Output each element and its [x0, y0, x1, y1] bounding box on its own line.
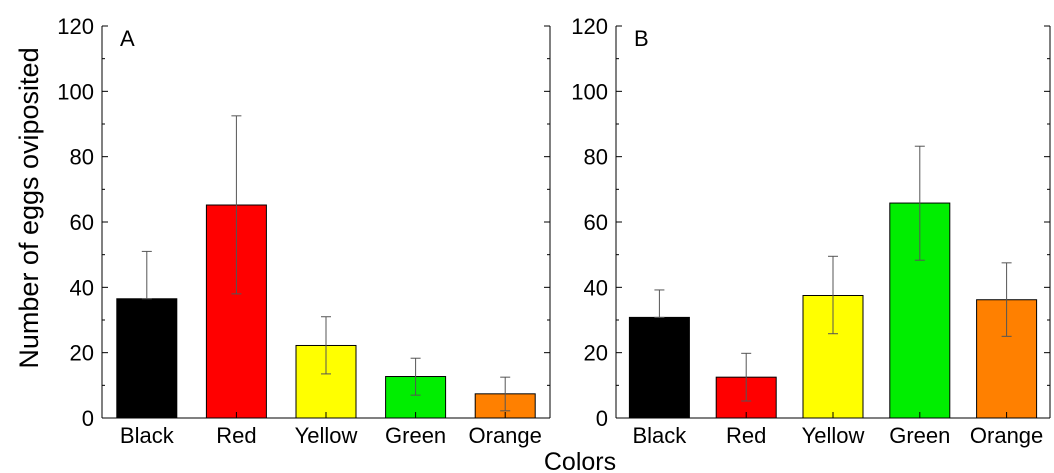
y-tick-label: 80	[70, 145, 94, 170]
x-tick-label: Orange	[970, 423, 1043, 448]
y-tick-label: 40	[70, 275, 94, 300]
x-tick-label: Red	[726, 423, 766, 448]
x-tick-label: Black	[120, 423, 175, 448]
x-tick-label: Green	[385, 423, 446, 448]
bar-black	[628, 316, 690, 419]
x-tick-label: Red	[216, 423, 256, 448]
x-tick-label: Green	[889, 423, 950, 448]
panel-label: B	[634, 26, 649, 51]
y-tick-label: 0	[596, 406, 608, 431]
y-tick-label: 0	[82, 406, 94, 431]
y-tick-label: 80	[584, 145, 608, 170]
x-tick-label: Black	[633, 423, 688, 448]
panel-b: 0 20 40 60 80 100 120 B Black Red Yellow Green Orang…	[571, 14, 1051, 448]
y-tick-label: 100	[57, 79, 94, 104]
bar-red	[205, 204, 267, 419]
x-tick-label: Yellow	[802, 423, 865, 448]
y-tick-label: 20	[584, 341, 608, 366]
y-axis-label: Number of eggs oviposited	[14, 47, 44, 368]
y-tick-label: 120	[57, 14, 94, 39]
bar-black	[116, 298, 178, 419]
y-tick-label: 60	[584, 210, 608, 235]
y-tick-label: 120	[571, 14, 608, 39]
panel-label: A	[120, 26, 135, 51]
y-tick-label: 60	[70, 210, 94, 235]
x-tick-label: Yellow	[295, 423, 358, 448]
panel-a: 0 20 40 60 80 100 120 A Black Red Yellow Green Orang…	[57, 14, 551, 448]
y-tick-label: 20	[70, 341, 94, 366]
y-tick-label: 100	[571, 79, 608, 104]
x-tick-label: Orange	[469, 423, 542, 448]
y-tick-label: 40	[584, 275, 608, 300]
x-axis-label: Colors	[544, 448, 616, 473]
